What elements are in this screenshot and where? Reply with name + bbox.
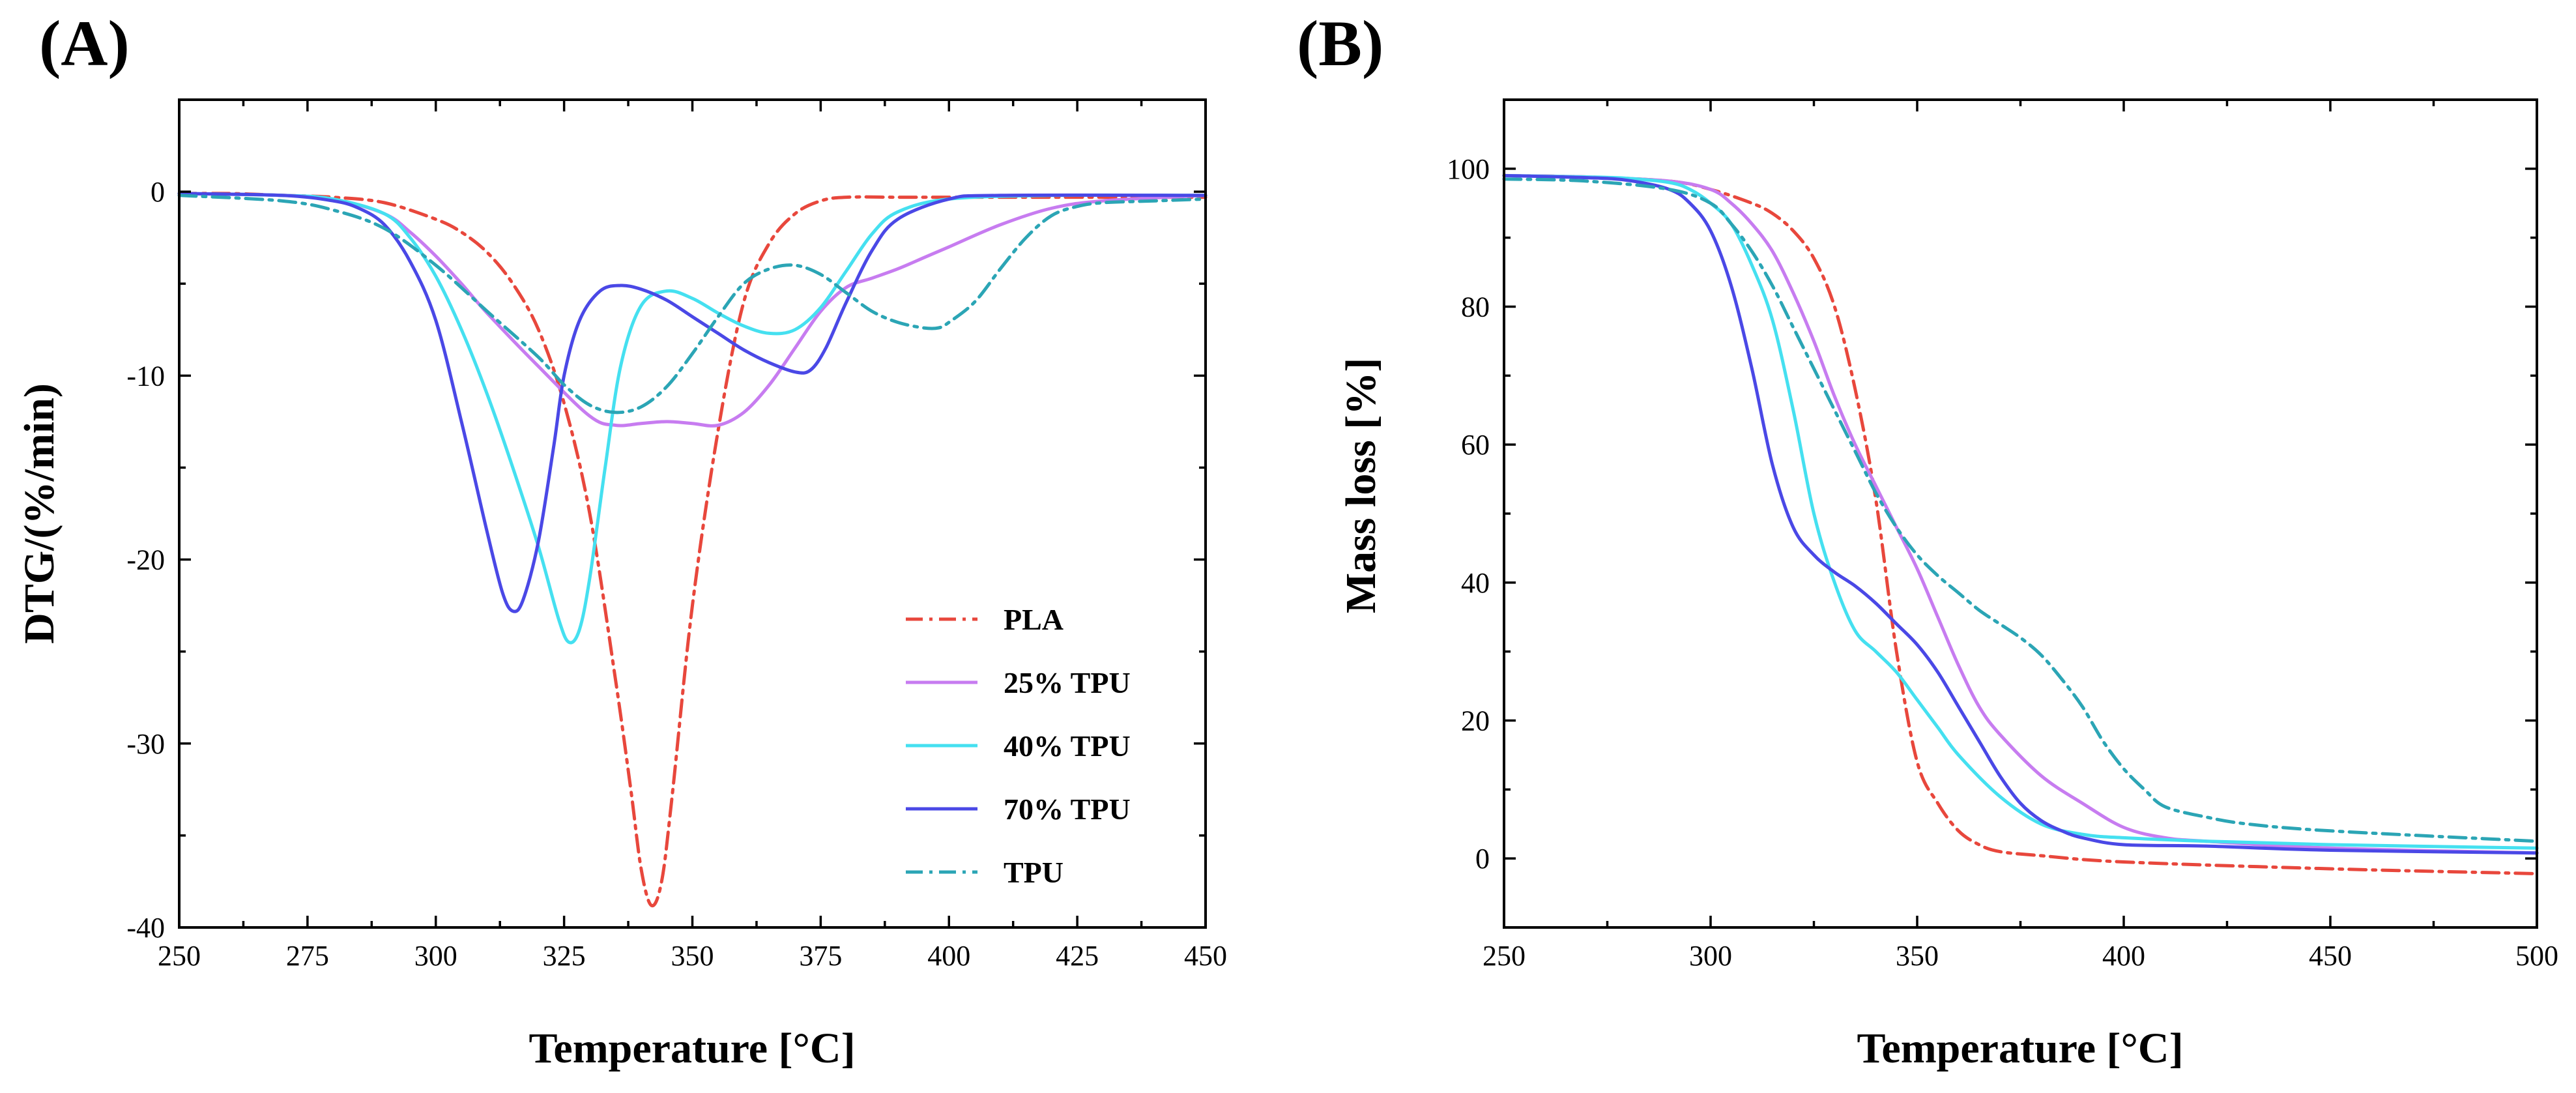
panel-b-series-pla bbox=[1502, 173, 2539, 875]
panel-a-x-tick-label: 450 bbox=[1184, 940, 1227, 972]
panel-a-label: (A) bbox=[39, 7, 130, 80]
panel-a-series-pla bbox=[177, 192, 1208, 908]
panel-b-series-group bbox=[1502, 173, 2539, 875]
panel-b-mass-loss-chart: (B) 250 300 350 400 450 500 0 20 40 60 80 100 Tempe… bbox=[1297, 7, 2558, 1072]
panel-a-x-tick-label: 375 bbox=[799, 940, 842, 972]
panel-a-dtg-chart: (A) 250 275 300 325 350 375 400 425 450 -40 -30 -20… bbox=[16, 7, 1227, 1072]
panel-b-x-tick-label: 350 bbox=[1896, 940, 1939, 972]
panel-b-y-tick-label: 0 bbox=[1475, 843, 1490, 875]
panel-a-x-tick-label: 400 bbox=[927, 940, 970, 972]
panel-b-series-40-tpu bbox=[1502, 173, 2539, 850]
panel-b-x-tick-label: 250 bbox=[1483, 940, 1526, 972]
panel-a-y-tick-label: -40 bbox=[126, 912, 165, 944]
legend-label-70-tpu: 70% TPU bbox=[1004, 793, 1131, 826]
panel-b-series-tpu bbox=[1502, 177, 2539, 843]
panel-a-series-tpu bbox=[177, 194, 1208, 415]
panel-a-x-axis-title: Temperature [°C] bbox=[528, 1025, 855, 1072]
panel-b-x-tick-label: 450 bbox=[2309, 940, 2352, 972]
panel-a-legend: PLA 25% TPU 40% TPU 70% TPU TPU bbox=[906, 603, 1131, 889]
panel-a-y-tick-label: -10 bbox=[126, 360, 165, 392]
panel-a-series-25-tpu bbox=[177, 192, 1208, 428]
panel-a-y-tick-label: -20 bbox=[126, 544, 165, 576]
panel-a-series-group bbox=[177, 192, 1208, 908]
panel-a-series-70-tpu bbox=[177, 192, 1208, 613]
panel-b-y-tick-label: 40 bbox=[1461, 567, 1490, 599]
panel-a-x-tick-label: 300 bbox=[414, 940, 457, 972]
panel-b-ticks: 250 300 350 400 450 500 0 20 40 60 80 100 bbox=[1447, 100, 2558, 972]
panel-a-x-tick-label: 250 bbox=[158, 940, 201, 972]
panel-b-y-tick-label: 20 bbox=[1461, 705, 1490, 737]
panel-a-y-axis-title: DTG/(%/min) bbox=[16, 383, 63, 644]
panel-a-ticks: 250 275 300 325 350 375 400 425 450 -40 -30 -20 -10 0 bbox=[126, 100, 1227, 972]
legend-label-40-tpu: 40% TPU bbox=[1004, 729, 1131, 763]
legend-label-25-tpu: 25% TPU bbox=[1004, 666, 1131, 699]
panel-a-series-40-tpu bbox=[177, 192, 1208, 645]
panel-a-x-tick-label: 425 bbox=[1056, 940, 1099, 972]
panel-b-x-axis-title: Temperature [°C] bbox=[1857, 1025, 2183, 1072]
panel-b-x-tick-label: 400 bbox=[2102, 940, 2145, 972]
panel-b-series-70-tpu bbox=[1502, 173, 2539, 855]
panel-a-x-tick-label: 275 bbox=[286, 940, 329, 972]
panel-b-x-tick-label: 500 bbox=[2515, 940, 2558, 972]
legend-label-pla: PLA bbox=[1004, 603, 1064, 636]
panel-a-x-tick-label: 325 bbox=[543, 940, 586, 972]
panel-b-y-tick-label: 100 bbox=[1447, 153, 1490, 185]
panel-b-y-axis-title: Mass loss [%] bbox=[1337, 358, 1385, 613]
panel-a-y-tick-label: 0 bbox=[151, 176, 165, 208]
panel-a-x-tick-label: 350 bbox=[671, 940, 714, 972]
panel-b-y-tick-label: 80 bbox=[1461, 291, 1490, 323]
panel-b-y-tick-label: 60 bbox=[1461, 429, 1490, 461]
panel-b-label: (B) bbox=[1297, 7, 1383, 80]
legend-label-tpu: TPU bbox=[1004, 856, 1064, 889]
panel-b-x-tick-label: 300 bbox=[1689, 940, 1732, 972]
panel-b-series-25-tpu bbox=[1502, 173, 2539, 855]
panel-a-y-tick-label: -30 bbox=[126, 728, 165, 760]
